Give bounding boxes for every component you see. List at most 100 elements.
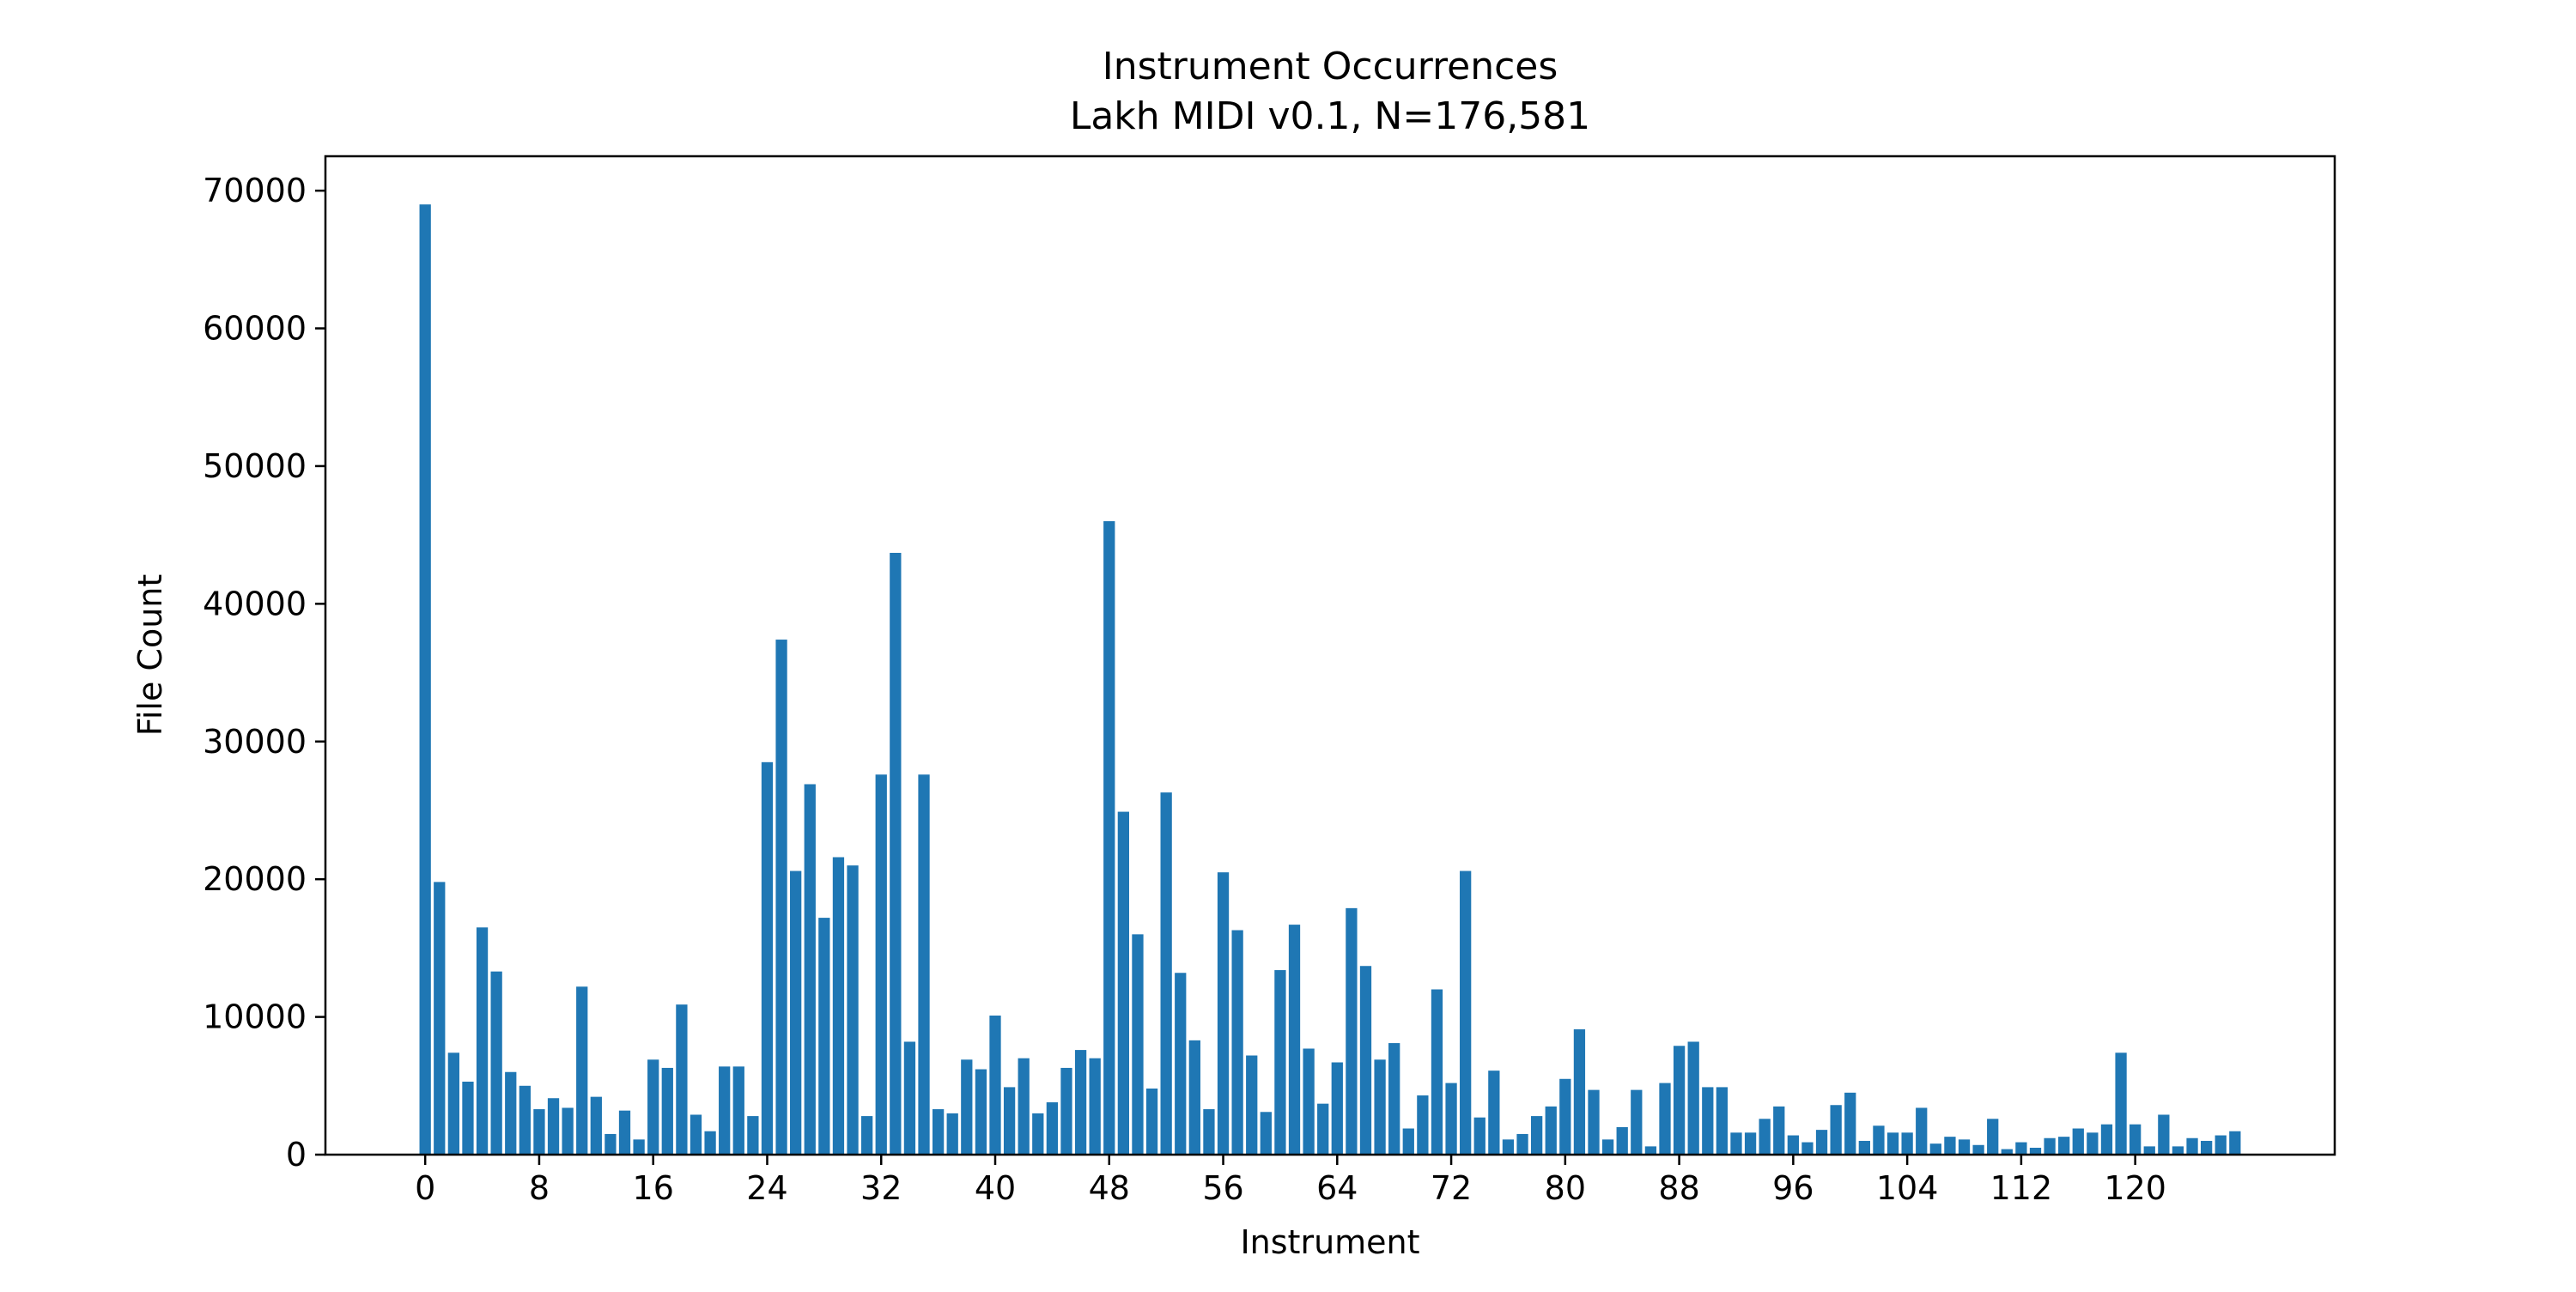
bar-instrument-110 <box>1987 1119 1999 1155</box>
bar-instrument-31 <box>861 1116 873 1155</box>
bar-instrument-38 <box>961 1059 973 1155</box>
x-tick-label: 40 <box>975 1169 1016 1207</box>
x-tick-label: 72 <box>1431 1169 1472 1207</box>
bar-instrument-32 <box>875 774 887 1155</box>
bar-instrument-82 <box>1588 1089 1600 1155</box>
bar-instrument-76 <box>1502 1139 1515 1155</box>
bar-instrument-79 <box>1545 1106 1557 1155</box>
bar-instrument-102 <box>1873 1125 1885 1155</box>
bar-instrument-2 <box>447 1052 459 1155</box>
bar-instrument-5 <box>490 971 502 1155</box>
y-tick-label: 20000 <box>203 860 307 898</box>
bar-instrument-45 <box>1060 1067 1072 1155</box>
bar-instrument-17 <box>661 1067 673 1155</box>
bar-instrument-65 <box>1346 907 1358 1155</box>
bar-instrument-78 <box>1531 1116 1543 1155</box>
bar-instrument-70 <box>1417 1095 1429 1155</box>
bar-instrument-109 <box>1972 1144 1984 1155</box>
bar-instrument-114 <box>2044 1137 2056 1155</box>
bar-instrument-121 <box>2143 1146 2155 1155</box>
bar-instrument-101 <box>1858 1140 1870 1155</box>
x-tick-label: 96 <box>1772 1169 1814 1207</box>
y-tick-label: 30000 <box>203 723 307 761</box>
bar-instrument-56 <box>1217 872 1230 1155</box>
bar-instrument-13 <box>605 1133 617 1155</box>
bar-instrument-113 <box>2029 1147 2042 1155</box>
bar-instrument-22 <box>732 1066 744 1155</box>
bar-instrument-27 <box>804 784 816 1155</box>
x-tick-label: 80 <box>1545 1169 1586 1207</box>
bar-instrument-16 <box>647 1059 659 1155</box>
bar-instrument-3 <box>462 1081 474 1155</box>
bar-instrument-18 <box>676 1004 688 1155</box>
bar-instrument-112 <box>2015 1142 2027 1155</box>
bar-instrument-122 <box>2158 1114 2170 1155</box>
y-tick-label: 70000 <box>203 172 307 209</box>
x-tick-label: 32 <box>860 1169 902 1207</box>
bar-instrument-44 <box>1046 1102 1059 1155</box>
bar-instrument-68 <box>1388 1043 1400 1155</box>
bar-instrument-69 <box>1402 1128 1414 1155</box>
bar-instrument-6 <box>505 1071 517 1155</box>
bar-instrument-10 <box>562 1107 574 1155</box>
bar-instrument-86 <box>1644 1146 1657 1155</box>
bar-instrument-119 <box>2115 1052 2127 1155</box>
bar-instrument-64 <box>1331 1062 1343 1155</box>
bar-instrument-111 <box>2001 1149 2013 1155</box>
bar-instrument-117 <box>2087 1132 2099 1155</box>
bar-instrument-51 <box>1145 1089 1158 1155</box>
bar-instrument-73 <box>1460 870 1472 1155</box>
bar-instrument-47 <box>1089 1058 1101 1155</box>
bar-instrument-125 <box>2201 1140 2213 1155</box>
bar-instrument-20 <box>704 1131 716 1155</box>
bar-instrument-75 <box>1488 1071 1500 1155</box>
bar-instrument-83 <box>1601 1139 1614 1155</box>
bar-instrument-37 <box>946 1113 958 1155</box>
x-tick-label: 56 <box>1202 1169 1243 1207</box>
y-axis-label: File Count <box>131 574 169 737</box>
bar-instrument-15 <box>633 1139 645 1155</box>
y-tick-label: 60000 <box>203 310 307 348</box>
bar-instrument-57 <box>1231 930 1243 1155</box>
bar-instrument-124 <box>2186 1137 2198 1155</box>
x-axis: 0 8 16 24 32 40 48 56 64 72 80 88 96 104 112 120 <box>415 1155 2166 1207</box>
bar-instrument-106 <box>1929 1143 1941 1155</box>
bar-instrument-103 <box>1886 1132 1899 1155</box>
bar-instrument-54 <box>1188 1040 1200 1155</box>
bar-instrument-95 <box>1773 1106 1785 1155</box>
bar-instrument-98 <box>1815 1130 1828 1155</box>
bar-instrument-72 <box>1445 1083 1457 1155</box>
bar-instrument-4 <box>476 927 489 1155</box>
bar-instrument-61 <box>1288 925 1301 1155</box>
bar-instrument-85 <box>1631 1089 1643 1155</box>
bar-instrument-59 <box>1260 1112 1272 1155</box>
bar-instrument-39 <box>975 1069 987 1155</box>
bar-instrument-115 <box>2058 1137 2070 1155</box>
bar-instrument-46 <box>1074 1050 1087 1155</box>
x-tick-label: 0 <box>415 1169 435 1207</box>
bar-instrument-127 <box>2229 1131 2241 1155</box>
chart-title: Instrument Occurrences <box>1103 45 1558 88</box>
bar-instrument-26 <box>790 870 802 1155</box>
x-tick-label: 64 <box>1316 1169 1358 1207</box>
bar-instrument-123 <box>2172 1146 2184 1155</box>
bar-instrument-91 <box>1716 1087 1728 1155</box>
bar-instrument-40 <box>989 1015 1001 1155</box>
bar-instrument-7 <box>519 1085 531 1155</box>
bar-instrument-48 <box>1103 521 1115 1155</box>
x-tick-label: 48 <box>1089 1169 1130 1207</box>
y-axis: 0 10000 20000 30000 40000 50000 60000 70000 <box>203 172 325 1174</box>
y-tick-label: 0 <box>286 1136 307 1174</box>
bar-instrument-0 <box>419 204 431 1155</box>
bar-instrument-53 <box>1175 973 1187 1155</box>
bar-instrument-67 <box>1374 1059 1386 1155</box>
bars-group <box>419 204 2241 1155</box>
bar-instrument-120 <box>2129 1124 2142 1155</box>
bar-instrument-25 <box>775 640 787 1155</box>
bar-instrument-89 <box>1687 1041 1699 1155</box>
bar-instrument-9 <box>547 1098 560 1155</box>
bar-instrument-52 <box>1160 792 1172 1155</box>
bar-instrument-107 <box>1944 1137 1956 1155</box>
x-tick-label: 24 <box>746 1169 787 1207</box>
